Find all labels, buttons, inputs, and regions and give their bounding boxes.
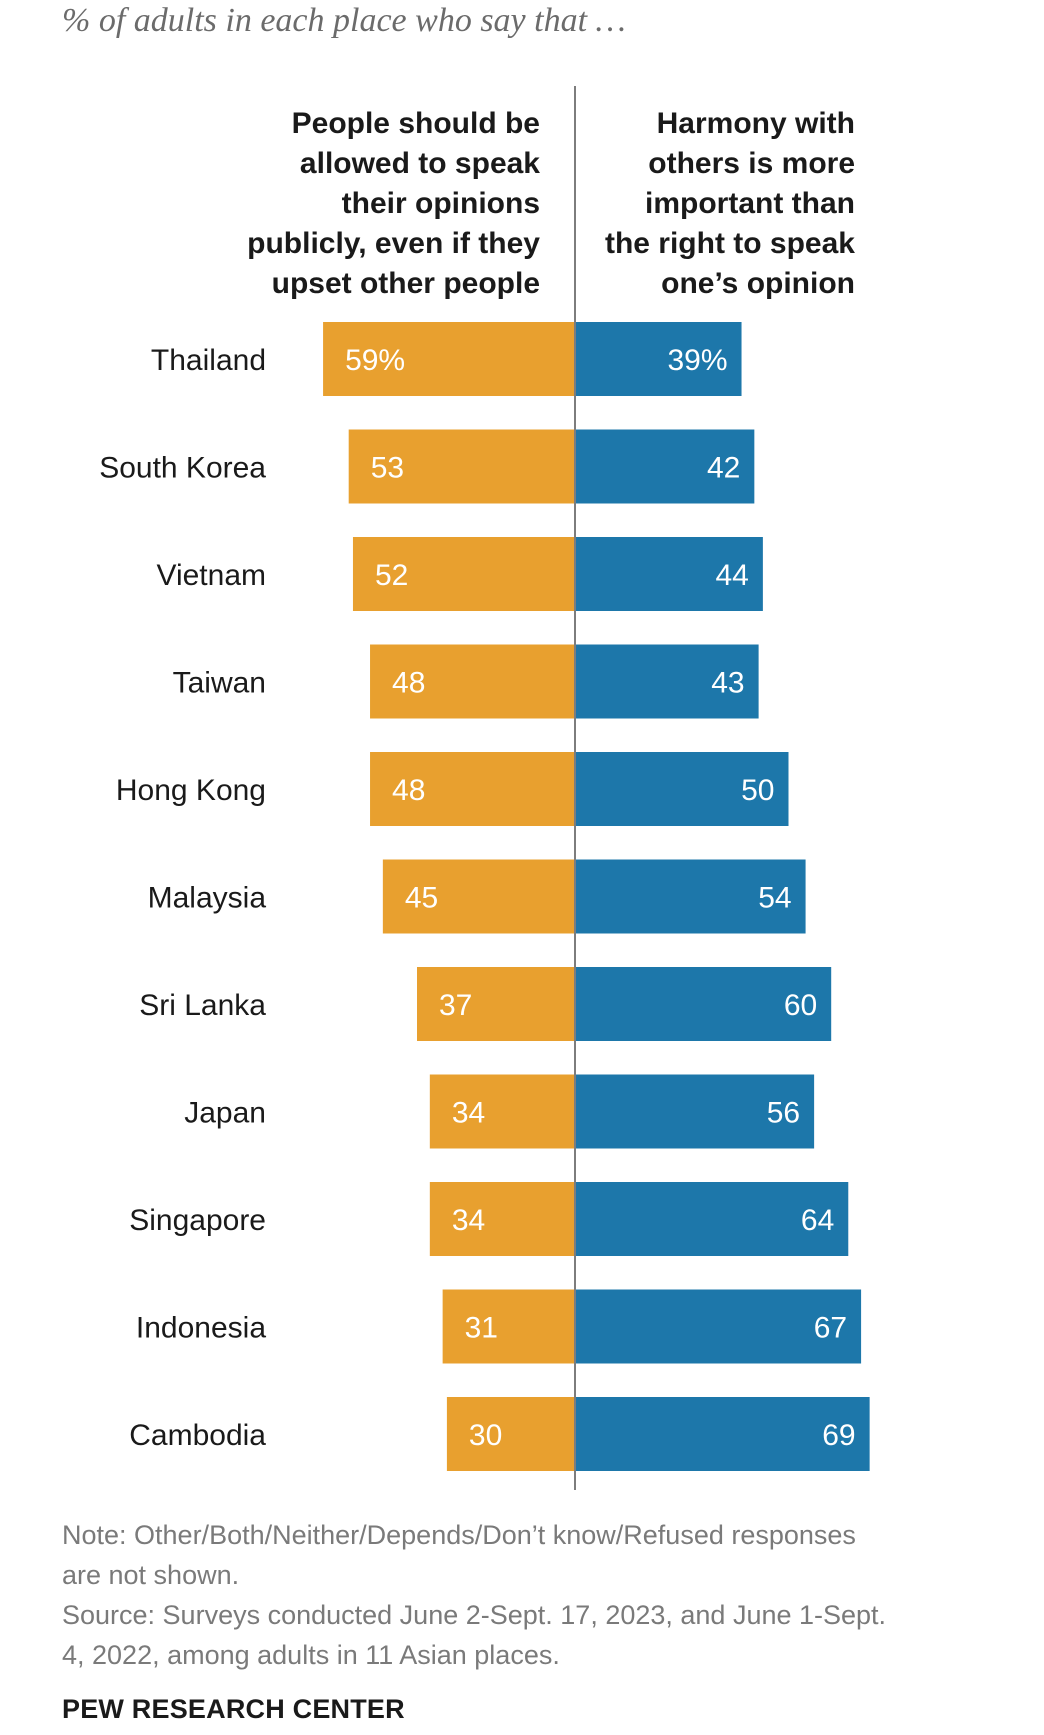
right-bar-value-label: 42 bbox=[707, 452, 740, 485]
note-line: 4, 2022, among adults in 11 Asian places… bbox=[62, 1640, 560, 1670]
right-bar bbox=[575, 859, 806, 934]
left-bar bbox=[429, 1182, 575, 1256]
category-label: South Korea bbox=[99, 452, 266, 485]
category-label: Vietnam bbox=[156, 559, 266, 592]
chart-note: Note: Other/Both/Neither/Depends/Don’t k… bbox=[62, 1515, 1002, 1675]
left-bar-value-label: 45 bbox=[405, 882, 438, 915]
right-bar-value-label: 69 bbox=[822, 1419, 855, 1452]
right-bar-value-label: 56 bbox=[767, 1097, 800, 1130]
right-bar-value-label: 43 bbox=[711, 667, 744, 700]
category-label: Singapore bbox=[129, 1204, 266, 1237]
left-bar bbox=[323, 322, 575, 396]
right-header-line: Harmony with bbox=[656, 107, 855, 140]
left-bar bbox=[446, 1397, 575, 1471]
right-bar bbox=[575, 1074, 815, 1149]
diverging-bar-chart: Thailand 59% 39% South Korea 53 42 Vietnam 52 44… bbox=[99, 86, 870, 1490]
note-line: are not shown. bbox=[62, 1560, 240, 1590]
right-bar bbox=[575, 1397, 870, 1471]
note-line: Source: Surveys conducted June 2-Sept. 1… bbox=[62, 1600, 887, 1630]
left-header-line: People should be bbox=[291, 107, 540, 140]
right-header-line: one’s opinion bbox=[661, 267, 855, 300]
right-bar bbox=[575, 1182, 849, 1256]
left-header-line: allowed to speak bbox=[299, 147, 540, 180]
left-bar-value-label: 30 bbox=[469, 1419, 502, 1452]
right-bar bbox=[575, 537, 763, 611]
category-label: Taiwan bbox=[173, 667, 266, 700]
left-header-line: their opinions bbox=[341, 187, 540, 220]
left-bar-value-label: 34 bbox=[452, 1204, 485, 1237]
category-label: Indonesia bbox=[136, 1312, 266, 1345]
category-label: Japan bbox=[184, 1097, 266, 1130]
left-header-line: upset other people bbox=[271, 267, 540, 300]
left-bar-value-label: 53 bbox=[371, 452, 404, 485]
right-header-line: others is more bbox=[648, 147, 855, 180]
right-header-line: the right to speak bbox=[604, 227, 855, 260]
left-bar bbox=[348, 429, 575, 504]
left-bar-value-label: 34 bbox=[452, 1097, 485, 1130]
right-bar bbox=[575, 322, 742, 396]
left-bar bbox=[442, 1289, 575, 1364]
right-bar bbox=[575, 644, 759, 719]
left-bar bbox=[352, 537, 575, 611]
left-bar-value-label: 59% bbox=[345, 344, 405, 377]
note-line: Note: Other/Both/Neither/Depends/Don’t k… bbox=[62, 1520, 856, 1550]
left-bar-value-label: 52 bbox=[375, 559, 408, 592]
chart-subtitle: % of adults in each place who say that … bbox=[62, 2, 626, 39]
right-bar-value-label: 39% bbox=[667, 344, 727, 377]
left-bar bbox=[370, 752, 575, 826]
right-bar bbox=[575, 752, 789, 826]
right-bar-value-label: 64 bbox=[801, 1204, 834, 1237]
left-bar-value-label: 31 bbox=[465, 1312, 498, 1345]
right-bar-value-label: 44 bbox=[716, 559, 749, 592]
right-bar bbox=[575, 1289, 862, 1364]
category-label: Malaysia bbox=[148, 882, 267, 915]
right-bar-value-label: 60 bbox=[784, 989, 817, 1022]
left-bar bbox=[417, 967, 575, 1041]
left-bar-value-label: 37 bbox=[439, 989, 472, 1022]
right-bar bbox=[575, 429, 755, 504]
category-label: Hong Kong bbox=[116, 774, 266, 807]
pew-research-logo: PEW RESEARCH CENTER bbox=[62, 1694, 405, 1724]
left-bar bbox=[429, 1074, 575, 1149]
right-bar bbox=[575, 967, 832, 1041]
category-label: Cambodia bbox=[129, 1419, 266, 1452]
category-label: Sri Lanka bbox=[139, 989, 266, 1022]
left-column-header: People should be allowed to speak their … bbox=[160, 104, 540, 304]
right-bar-value-label: 54 bbox=[758, 882, 791, 915]
left-bar-value-label: 48 bbox=[392, 774, 425, 807]
right-column-header: Harmony with others is more important th… bbox=[575, 104, 855, 304]
right-header-line: important than bbox=[645, 187, 855, 220]
left-header-line: publicly, even if they bbox=[247, 227, 540, 260]
left-bar-value-label: 48 bbox=[392, 667, 425, 700]
right-bar-value-label: 67 bbox=[814, 1312, 847, 1345]
right-bar-value-label: 50 bbox=[741, 774, 774, 807]
left-bar bbox=[370, 644, 575, 719]
category-label: Thailand bbox=[151, 344, 266, 377]
left-bar bbox=[382, 859, 575, 934]
